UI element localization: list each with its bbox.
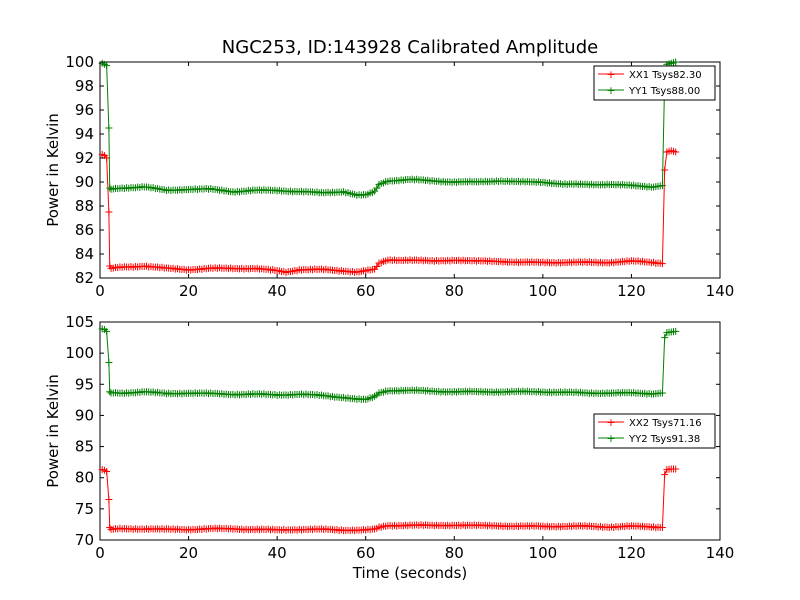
- top-xtick-label: 100: [529, 282, 558, 300]
- bottom-xtick-label: 100: [529, 544, 558, 562]
- bottom-xtick-label: 40: [268, 544, 287, 562]
- top-series-1-point: [672, 58, 680, 66]
- top-legend-box: [593, 65, 716, 101]
- bottom-series-1-point: [103, 327, 111, 335]
- top-series-1-point: [103, 62, 111, 70]
- bottom-ytick-label: 75: [75, 500, 94, 518]
- bottom-series-1-point: [658, 389, 666, 397]
- top-legend-marker-yy1: +: [606, 84, 615, 97]
- bottom-legend-label-yy2: YY2 Tsys91.38: [628, 434, 700, 445]
- top-ytick-label: 82: [75, 269, 94, 287]
- bottom-chart-plot-area: [99, 321, 721, 541]
- bottom-series-0-point: [672, 465, 680, 473]
- bottom-ytick-label: 100: [65, 344, 94, 362]
- top-ytick-label: 90: [75, 173, 94, 191]
- bottom-xtick-label: 120: [617, 544, 646, 562]
- bottom-chart: 0 20 40 60 80 100 120 140 70 75 80 85 90 95 100 105 Po…: [44, 313, 734, 582]
- top-series-1-point: [658, 182, 666, 190]
- bottom-ytick-label: 70: [75, 531, 94, 549]
- bottom-xtick-label: 60: [356, 544, 375, 562]
- top-ytick-label: 92: [75, 149, 94, 167]
- bottom-legend-marker-yy2: +: [606, 432, 615, 445]
- top-legend-label-xx1: XX1 Tsys82.30: [629, 70, 702, 81]
- top-series-1-point: [105, 124, 113, 132]
- chart-title: NGC253, ID:143928 Calibrated Amplitude: [222, 37, 598, 58]
- top-series-0-point: [105, 208, 113, 216]
- bottom-series-1-point: [105, 358, 113, 366]
- top-chart: 0 20 40 60 80 100 120 140 82 84 86 88 90 92 94 96 98 100…: [44, 53, 734, 300]
- top-xtick-label: 0: [95, 282, 105, 300]
- top-xtick-label: 20: [179, 282, 198, 300]
- top-ytick-label: 94: [75, 125, 94, 143]
- bottom-xtick-label: 20: [179, 544, 198, 562]
- bottom-xtick-label: 140: [706, 544, 735, 562]
- top-legend-label-yy1: YY1 Tsys88.00: [628, 86, 700, 97]
- bottom-ytick-label: 90: [75, 406, 94, 424]
- bottom-legend-marker-xx2: +: [606, 416, 615, 429]
- top-ytick-label: 86: [75, 221, 94, 239]
- top-chart-ylabel: Power in Kelvin: [44, 113, 62, 227]
- top-xtick-label: 80: [445, 282, 464, 300]
- top-chart-legend: + XX1 Tsys82.30 + YY1 Tsys88.00: [593, 65, 716, 101]
- bottom-ytick-label: 80: [75, 469, 94, 487]
- top-ytick-label: 100: [65, 53, 94, 71]
- bottom-legend-label-xx2: XX2 Tsys71.16: [629, 418, 702, 429]
- bottom-series-0-point: [103, 467, 111, 475]
- top-ytick-label: 84: [75, 245, 94, 263]
- bottom-legend-box: [593, 413, 716, 449]
- bottom-series-0-point: [658, 524, 666, 532]
- bottom-series-1-point: [661, 334, 669, 342]
- top-ytick-label: 88: [75, 197, 94, 215]
- top-xtick-label: 140: [706, 282, 735, 300]
- top-series-0-point: [672, 148, 680, 156]
- top-legend-marker-xx1: +: [606, 68, 615, 81]
- top-xtick-label: 120: [617, 282, 646, 300]
- top-ytick-label: 96: [75, 101, 94, 119]
- bottom-chart-ylabel: Power in Kelvin: [44, 374, 62, 488]
- top-series-0-point: [658, 260, 666, 268]
- bottom-series-0-point: [661, 471, 669, 479]
- top-series-0-point: [373, 263, 381, 270]
- bottom-series-1-point: [106, 388, 114, 396]
- bottom-series-1-point: [672, 327, 680, 335]
- bottom-chart-xlabel: Time (seconds): [352, 564, 468, 582]
- bottom-ytick-label: 85: [75, 438, 94, 456]
- bottom-ytick-label: 105: [65, 313, 94, 331]
- bottom-chart-legend: + XX2 Tsys71.16 + YY2 Tsys91.38: [593, 413, 716, 449]
- top-ytick-label: 98: [75, 77, 94, 95]
- bottom-xtick-label: 0: [95, 544, 105, 562]
- bottom-ytick-label: 95: [75, 375, 94, 393]
- bottom-series-0-point: [105, 496, 113, 504]
- top-xtick-label: 60: [356, 282, 375, 300]
- top-series-1-point: [373, 184, 381, 192]
- top-xtick-label: 40: [268, 282, 287, 300]
- bottom-xtick-label: 80: [445, 544, 464, 562]
